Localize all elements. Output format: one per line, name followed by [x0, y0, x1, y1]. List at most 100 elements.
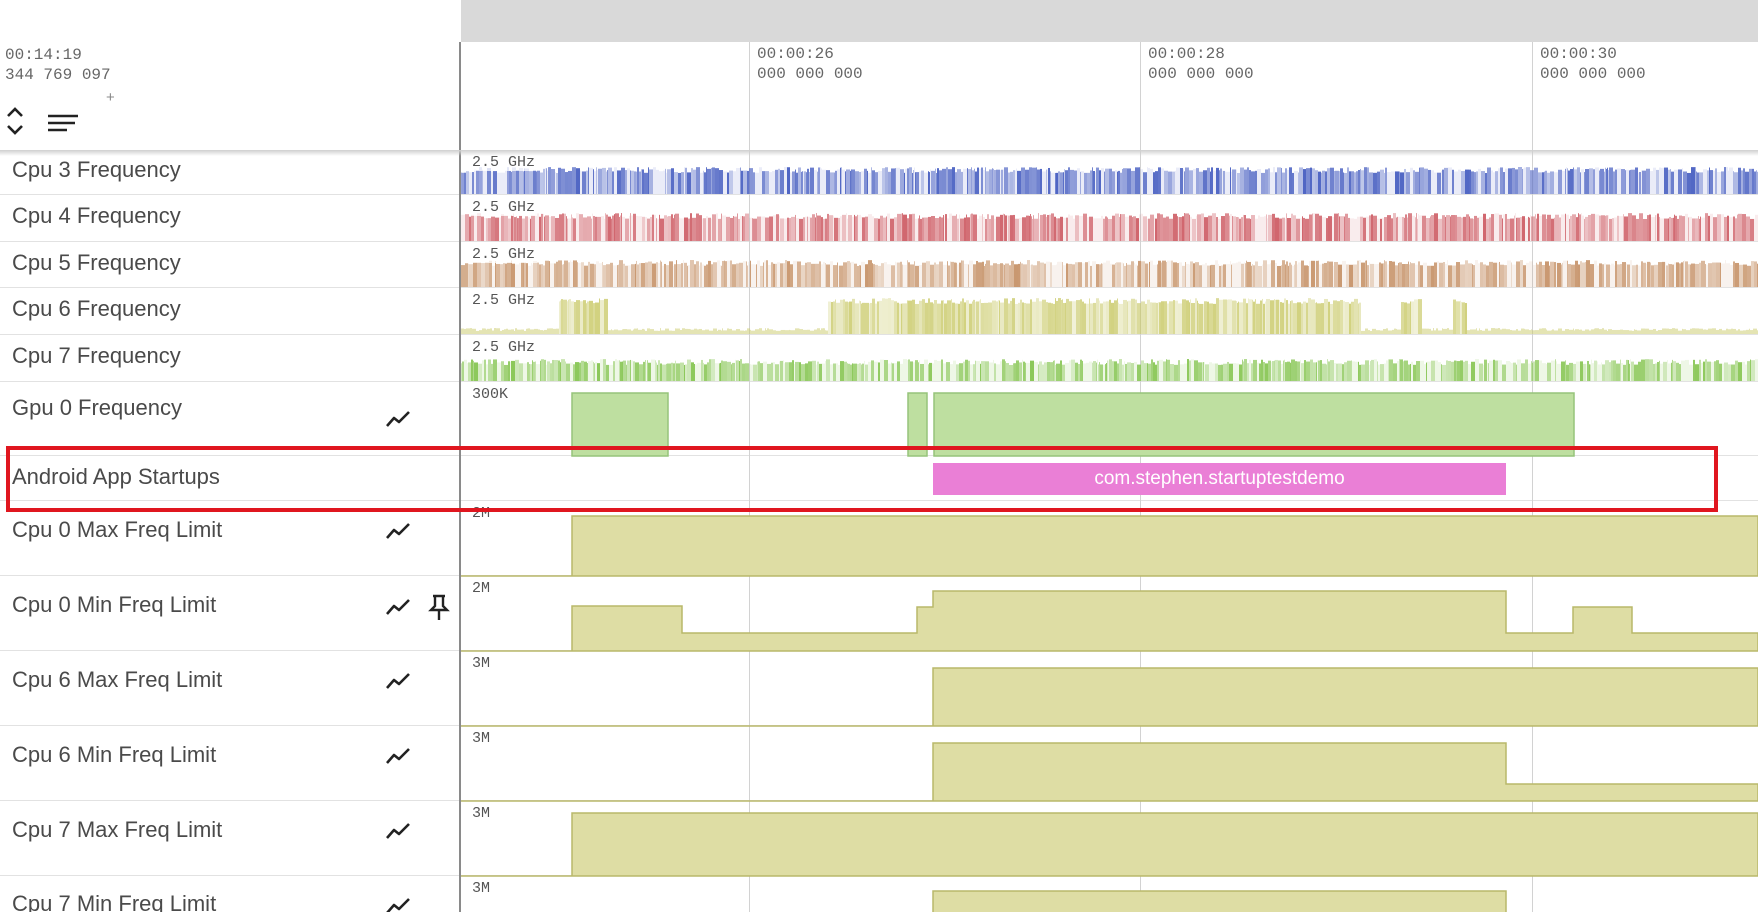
cpu4-frequency-plot[interactable] [461, 195, 1758, 242]
track-cpu6-frequency[interactable]: Cpu 6 Frequency 2.5 GHz [0, 288, 1758, 335]
time-ruler[interactable] [460, 42, 1758, 150]
filter-lines-icon[interactable] [45, 111, 81, 137]
track-cpu0-max-freq-limit[interactable]: Cpu 0 Max Freq Limit 2M [0, 501, 1758, 577]
freq-bar [671, 168, 674, 194]
freq-bar [829, 215, 833, 241]
cpu6-max-freq-limit-plot[interactable] [461, 651, 1758, 727]
freq-bar [1109, 299, 1111, 334]
freq-bar [913, 362, 915, 381]
freq-bar [1628, 360, 1629, 381]
pin-icon[interactable] [425, 593, 453, 621]
freq-bar [466, 328, 470, 334]
freq-bar [1731, 328, 1733, 334]
freq-bar [1158, 302, 1159, 334]
freq-bar [1257, 362, 1259, 381]
freq-bar [1268, 360, 1271, 381]
chart-line-icon[interactable] [384, 405, 412, 433]
track-cpu6-min-freq-limit[interactable]: Cpu 6 Min Freq Limit 3M [0, 726, 1758, 802]
cpu6-min-freq-limit-plot[interactable] [461, 726, 1758, 802]
freq-bar [1062, 262, 1063, 287]
freq-bar [620, 215, 621, 241]
freq-bar [991, 215, 994, 241]
freq-bar [1255, 170, 1257, 194]
freq-bar [721, 213, 722, 241]
track-cpu3-frequency[interactable]: Cpu 3 Frequency 2.5 GHz [0, 150, 1758, 195]
freq-bar [641, 169, 642, 194]
freq-bar [635, 263, 636, 287]
freq-bar [545, 168, 546, 194]
freq-bar [687, 172, 691, 194]
freq-bar [1308, 298, 1311, 334]
freq-bar [816, 364, 817, 381]
track-cpu0-min-freq-limit[interactable]: Cpu 0 Min Freq Limit 2M [0, 576, 1758, 652]
freq-bar [1609, 167, 1613, 194]
chart-line-icon[interactable] [384, 517, 412, 545]
freq-bar [564, 260, 568, 287]
track-cpu7-min-freq-limit[interactable]: Cpu 7 Min Freq Limit 3M [0, 876, 1758, 912]
freq-bar [1695, 364, 1699, 381]
freq-bar [760, 363, 763, 381]
freq-bar [1105, 364, 1106, 381]
freq-bar [1626, 330, 1629, 334]
cpu6-frequency-plot[interactable] [461, 288, 1758, 335]
app-startup-slice[interactable]: com.stephen.startuptestdemo [933, 463, 1506, 495]
cpu5-frequency-plot[interactable] [461, 242, 1758, 288]
track-cpu5-frequency[interactable]: Cpu 5 Frequency 2.5 GHz [0, 242, 1758, 288]
track-gpu0-frequency[interactable]: Gpu 0 Frequency 300K [0, 382, 1758, 457]
freq-bar [1415, 171, 1419, 194]
freq-bar [477, 213, 481, 241]
cpu3-frequency-plot[interactable] [461, 150, 1758, 195]
gpu0-frequency-plot[interactable] [461, 382, 1758, 457]
freq-bar [511, 329, 514, 334]
freq-limit-area [461, 812, 1758, 877]
freq-bar [1373, 215, 1377, 241]
cpu0-min-freq-limit-plot[interactable] [461, 576, 1758, 652]
freq-bar [564, 213, 566, 241]
freq-bar [1275, 359, 1278, 381]
freq-bar [996, 364, 1000, 381]
freq-bar [1593, 169, 1595, 194]
freq-bar [529, 171, 533, 194]
track-cpu6-max-freq-limit[interactable]: Cpu 6 Max Freq Limit 3M [0, 651, 1758, 727]
cpu7-frequency-plot[interactable] [461, 335, 1758, 382]
freq-bar [1072, 264, 1075, 287]
cpu7-max-freq-limit-plot[interactable] [461, 801, 1758, 877]
chart-line-icon[interactable] [384, 817, 412, 845]
freq-bar [860, 265, 861, 287]
track-cpu7-frequency[interactable]: Cpu 7 Frequency 2.5 GHz [0, 335, 1758, 382]
freq-bar [473, 360, 474, 381]
freq-bar [642, 216, 645, 241]
freq-bar [514, 217, 516, 241]
cpu0-max-freq-limit-plot[interactable] [461, 501, 1758, 577]
panel-divider[interactable] [459, 42, 461, 912]
chart-line-icon[interactable] [384, 593, 412, 621]
track-android-app-startups[interactable]: Android App Startups com.stephen.startup… [0, 456, 1758, 501]
freq-bar [1109, 359, 1112, 381]
cpu7-min-freq-limit-plot[interactable] [461, 876, 1758, 912]
freq-bar [461, 328, 464, 334]
freq-bar [1537, 213, 1539, 241]
chart-line-icon[interactable] [384, 667, 412, 695]
freq-bar [1134, 361, 1137, 381]
chart-line-icon[interactable] [384, 742, 412, 770]
freq-bar [482, 328, 485, 334]
freq-bar [721, 360, 723, 381]
track-cpu7-max-freq-limit[interactable]: Cpu 7 Max Freq Limit 3M [0, 801, 1758, 877]
chart-line-icon[interactable] [384, 892, 412, 912]
freq-bar [1378, 364, 1380, 381]
freq-bar [1004, 298, 1008, 334]
freq-bar [1119, 359, 1122, 381]
top-strip-right[interactable] [461, 0, 1758, 42]
freq-bar [1388, 359, 1389, 381]
freq-bar [1173, 262, 1177, 287]
expand-collapse-icon[interactable] [3, 103, 27, 139]
freq-bar [789, 362, 792, 381]
freq-bar [1209, 303, 1213, 334]
freq-bar [1645, 328, 1649, 334]
freq-bar [1641, 328, 1645, 334]
freq-bar [1213, 170, 1216, 194]
freq-bar [721, 330, 722, 334]
freq-bar [1508, 168, 1512, 194]
track-cpu4-frequency[interactable]: Cpu 4 Frequency 2.5 GHz [0, 195, 1758, 242]
freq-bar [1486, 218, 1489, 241]
